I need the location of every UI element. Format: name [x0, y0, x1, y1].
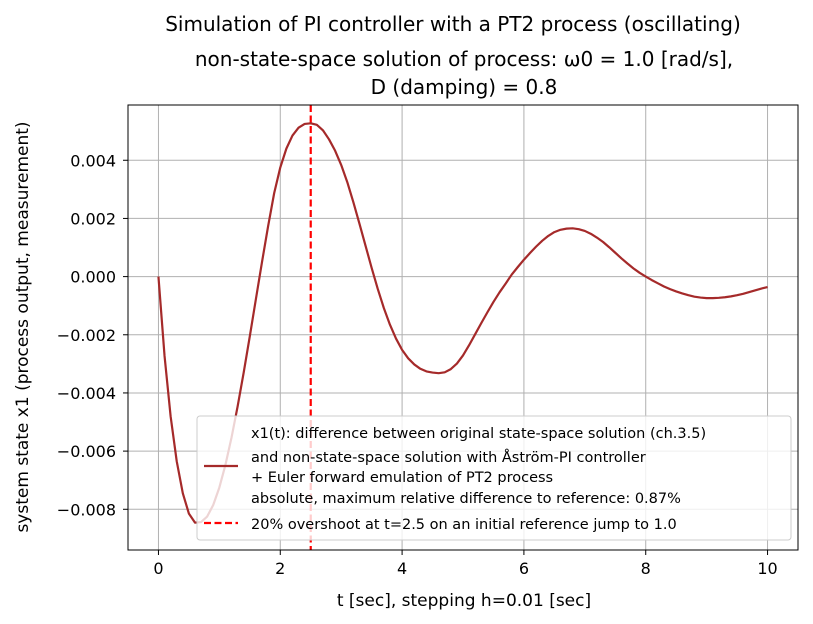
x-tick-label: 0 — [153, 559, 163, 578]
legend-series-label-line3: + Euler forward emulation of PT2 process — [251, 470, 553, 486]
x-tick-label: 6 — [519, 559, 529, 578]
series-line-x1-difference — [157, 122, 768, 524]
series-lines — [157, 122, 768, 524]
x-tick-label: 2 — [275, 559, 285, 578]
x-axis-ticks: 0 2 4 6 8 10 — [153, 550, 778, 578]
y-axis-ticks: −0.008 −0.006 −0.004 −0.002 0.000 0.002 0.004 — [57, 151, 128, 519]
x-tick-label: 8 — [641, 559, 651, 578]
x-axis-label: t [sec], stepping h=0.01 [sec] — [337, 591, 591, 611]
y-tick-label: −0.004 — [57, 384, 116, 403]
plot-frame — [127, 104, 799, 551]
y-tick-label: −0.008 — [57, 500, 116, 519]
y-axis-label: system state x1 (process output, measure… — [13, 121, 33, 532]
y-tick-label: −0.006 — [57, 442, 116, 461]
x-tick-label: 4 — [397, 559, 407, 578]
legend: x1(t): difference between original state… — [196, 415, 792, 541]
y-tick-label: 0.000 — [70, 268, 116, 287]
y-tick-label: 0.004 — [70, 151, 116, 170]
chart-title: Simulation of PI controller with a PT2 p… — [165, 12, 741, 36]
y-tick-label: 0.002 — [70, 209, 116, 228]
legend-series-label-line2: and non-state-space solution with Åström… — [251, 449, 646, 466]
legend-series-label-line1: x1(t): difference between original state… — [251, 426, 706, 442]
legend-vline-label: 20% overshoot at t=2.5 on an initial ref… — [251, 517, 677, 533]
x-tick-label: 10 — [757, 559, 777, 578]
chart-subtitle-line1: non-state-space solution of process: ω0 … — [195, 47, 733, 71]
y-tick-label: −0.002 — [57, 326, 116, 345]
chart-subtitle-line2: D (damping) = 0.8 — [371, 75, 558, 99]
legend-box — [196, 415, 792, 541]
legend-series-label-line4: absolute, maximum relative difference to… — [251, 491, 681, 507]
